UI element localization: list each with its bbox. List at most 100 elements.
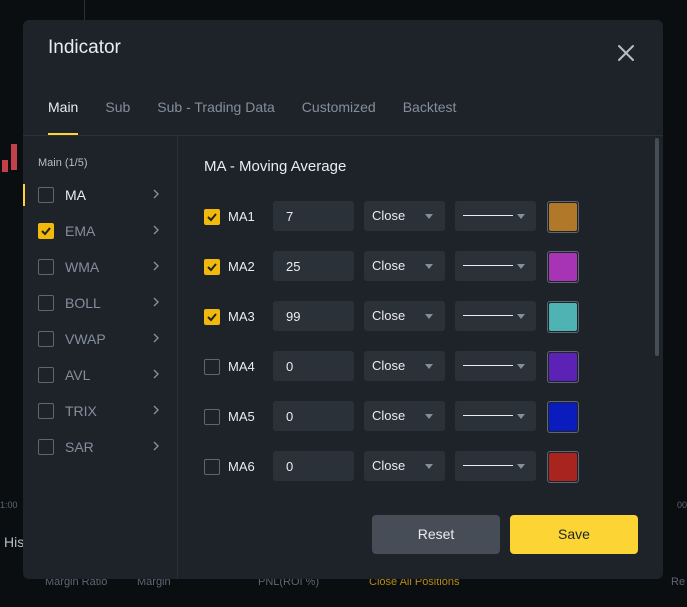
chevron-right-icon — [153, 369, 159, 379]
save-button[interactable]: Save — [510, 515, 638, 554]
indicator-item-boll[interactable]: BOLL — [23, 285, 177, 321]
close-icon — [618, 45, 634, 61]
source-select[interactable]: Close — [364, 401, 445, 431]
ma-checkbox[interactable] — [204, 309, 220, 325]
source-select[interactable]: Close — [364, 351, 445, 381]
ma-name: MA5 — [228, 409, 255, 424]
source-select[interactable]: Close — [364, 251, 445, 281]
caret-down-icon — [517, 264, 525, 269]
ma-checkbox[interactable] — [204, 259, 220, 275]
indicator-item-sar[interactable]: SAR — [23, 429, 177, 465]
ma-checkbox[interactable] — [204, 209, 220, 225]
indicator-item-vwap[interactable]: VWAP — [23, 321, 177, 357]
close-button[interactable] — [615, 42, 637, 64]
source-value: Close — [372, 358, 406, 373]
ma-checkbox[interactable] — [204, 409, 220, 425]
ma-row-ma5: MA5 Close — [204, 401, 584, 433]
history-label: His — [4, 534, 25, 550]
tab-main[interactable]: Main — [48, 98, 79, 135]
tab-sub-trading-data[interactable]: Sub - Trading Data — [157, 99, 275, 115]
line-style-select[interactable] — [455, 401, 536, 431]
indicator-label: AVL — [65, 367, 91, 383]
checkmark-icon — [207, 313, 217, 322]
ma-name: MA6 — [228, 459, 255, 474]
indicator-checkbox[interactable] — [38, 223, 54, 239]
indicator-item-ema[interactable]: EMA — [23, 213, 177, 249]
color-picker[interactable] — [547, 351, 579, 383]
color-swatch — [549, 253, 577, 281]
period-input[interactable] — [273, 451, 354, 481]
checkmark-icon — [207, 263, 217, 272]
period-input[interactable] — [273, 201, 354, 231]
reset-button[interactable]: Reset — [372, 515, 500, 554]
indicator-item-avl[interactable]: AVL — [23, 357, 177, 393]
caret-down-icon — [517, 364, 525, 369]
chart-gridline — [84, 0, 85, 22]
indicator-item-ma[interactable]: MA — [23, 177, 177, 213]
line-style-preview — [463, 365, 513, 366]
indicator-checkbox[interactable] — [38, 331, 54, 347]
indicator-label: EMA — [65, 223, 96, 239]
ma-row-ma6: MA6 Close — [204, 451, 584, 483]
tab-divider — [493, 135, 663, 136]
line-style-select[interactable] — [455, 451, 536, 481]
scrollbar[interactable] — [655, 138, 659, 356]
period-input[interactable] — [273, 251, 354, 281]
close-all-positions-link[interactable]: Close All Positions — [369, 576, 460, 588]
source-value: Close — [372, 258, 406, 273]
color-picker[interactable] — [547, 401, 579, 433]
indicator-label: MA — [65, 187, 86, 203]
line-style-select[interactable] — [455, 301, 536, 331]
chevron-right-icon — [153, 333, 159, 343]
indicator-item-trix[interactable]: TRIX — [23, 393, 177, 429]
color-picker[interactable] — [547, 251, 579, 283]
caret-down-icon — [425, 414, 433, 419]
indicator-item-wma[interactable]: WMA — [23, 249, 177, 285]
line-style-select[interactable] — [455, 201, 536, 231]
chevron-right-icon — [153, 297, 159, 307]
caret-down-icon — [425, 314, 433, 319]
margin-ratio-label: Margin Ratio — [45, 576, 108, 588]
period-input[interactable] — [273, 401, 354, 431]
indicator-checkbox[interactable] — [38, 259, 54, 275]
ma-name: MA2 — [228, 259, 255, 274]
ma-name: MA4 — [228, 359, 255, 374]
source-select[interactable]: Close — [364, 451, 445, 481]
indicator-checkbox[interactable] — [38, 187, 54, 203]
line-style-preview — [463, 415, 513, 416]
caret-down-icon — [425, 364, 433, 369]
color-picker[interactable] — [547, 301, 579, 333]
line-style-select[interactable] — [455, 251, 536, 281]
tab-backtest[interactable]: Backtest — [402, 99, 457, 115]
source-select[interactable]: Close — [364, 301, 445, 331]
indicator-checkbox[interactable] — [38, 295, 54, 311]
dialog-title: Indicator — [48, 37, 121, 58]
margin-label: Margin — [137, 576, 171, 588]
indicator-label: SAR — [65, 439, 94, 455]
source-value: Close — [372, 408, 406, 423]
indicator-checkbox[interactable] — [38, 367, 54, 383]
chevron-right-icon — [153, 261, 159, 271]
footer-label: Re — [671, 576, 686, 588]
ma-name: MA3 — [228, 309, 255, 324]
tab-sub[interactable]: Sub — [105, 99, 131, 115]
source-select[interactable]: Close — [364, 201, 445, 231]
line-style-select[interactable] — [455, 351, 536, 381]
ma-checkbox[interactable] — [204, 359, 220, 375]
caret-down-icon — [517, 314, 525, 319]
ma-checkbox[interactable] — [204, 459, 220, 475]
positions-header: Margin Ratio Margin PNL(ROI %) Close All… — [0, 574, 687, 594]
color-picker[interactable] — [547, 451, 579, 483]
checkmark-icon — [41, 227, 51, 236]
color-picker[interactable] — [547, 201, 579, 233]
tab-customized[interactable]: Customized — [301, 99, 376, 115]
indicator-list: Main (1/5) MA EMA WMA BOLL VWAP — [23, 136, 178, 579]
period-input[interactable] — [273, 351, 354, 381]
ma-row-ma3: MA3 Close — [204, 301, 584, 333]
color-swatch — [549, 453, 577, 481]
chevron-right-icon — [153, 189, 159, 199]
indicator-checkbox[interactable] — [38, 403, 54, 419]
indicator-checkbox[interactable] — [38, 439, 54, 455]
period-input[interactable] — [273, 301, 354, 331]
